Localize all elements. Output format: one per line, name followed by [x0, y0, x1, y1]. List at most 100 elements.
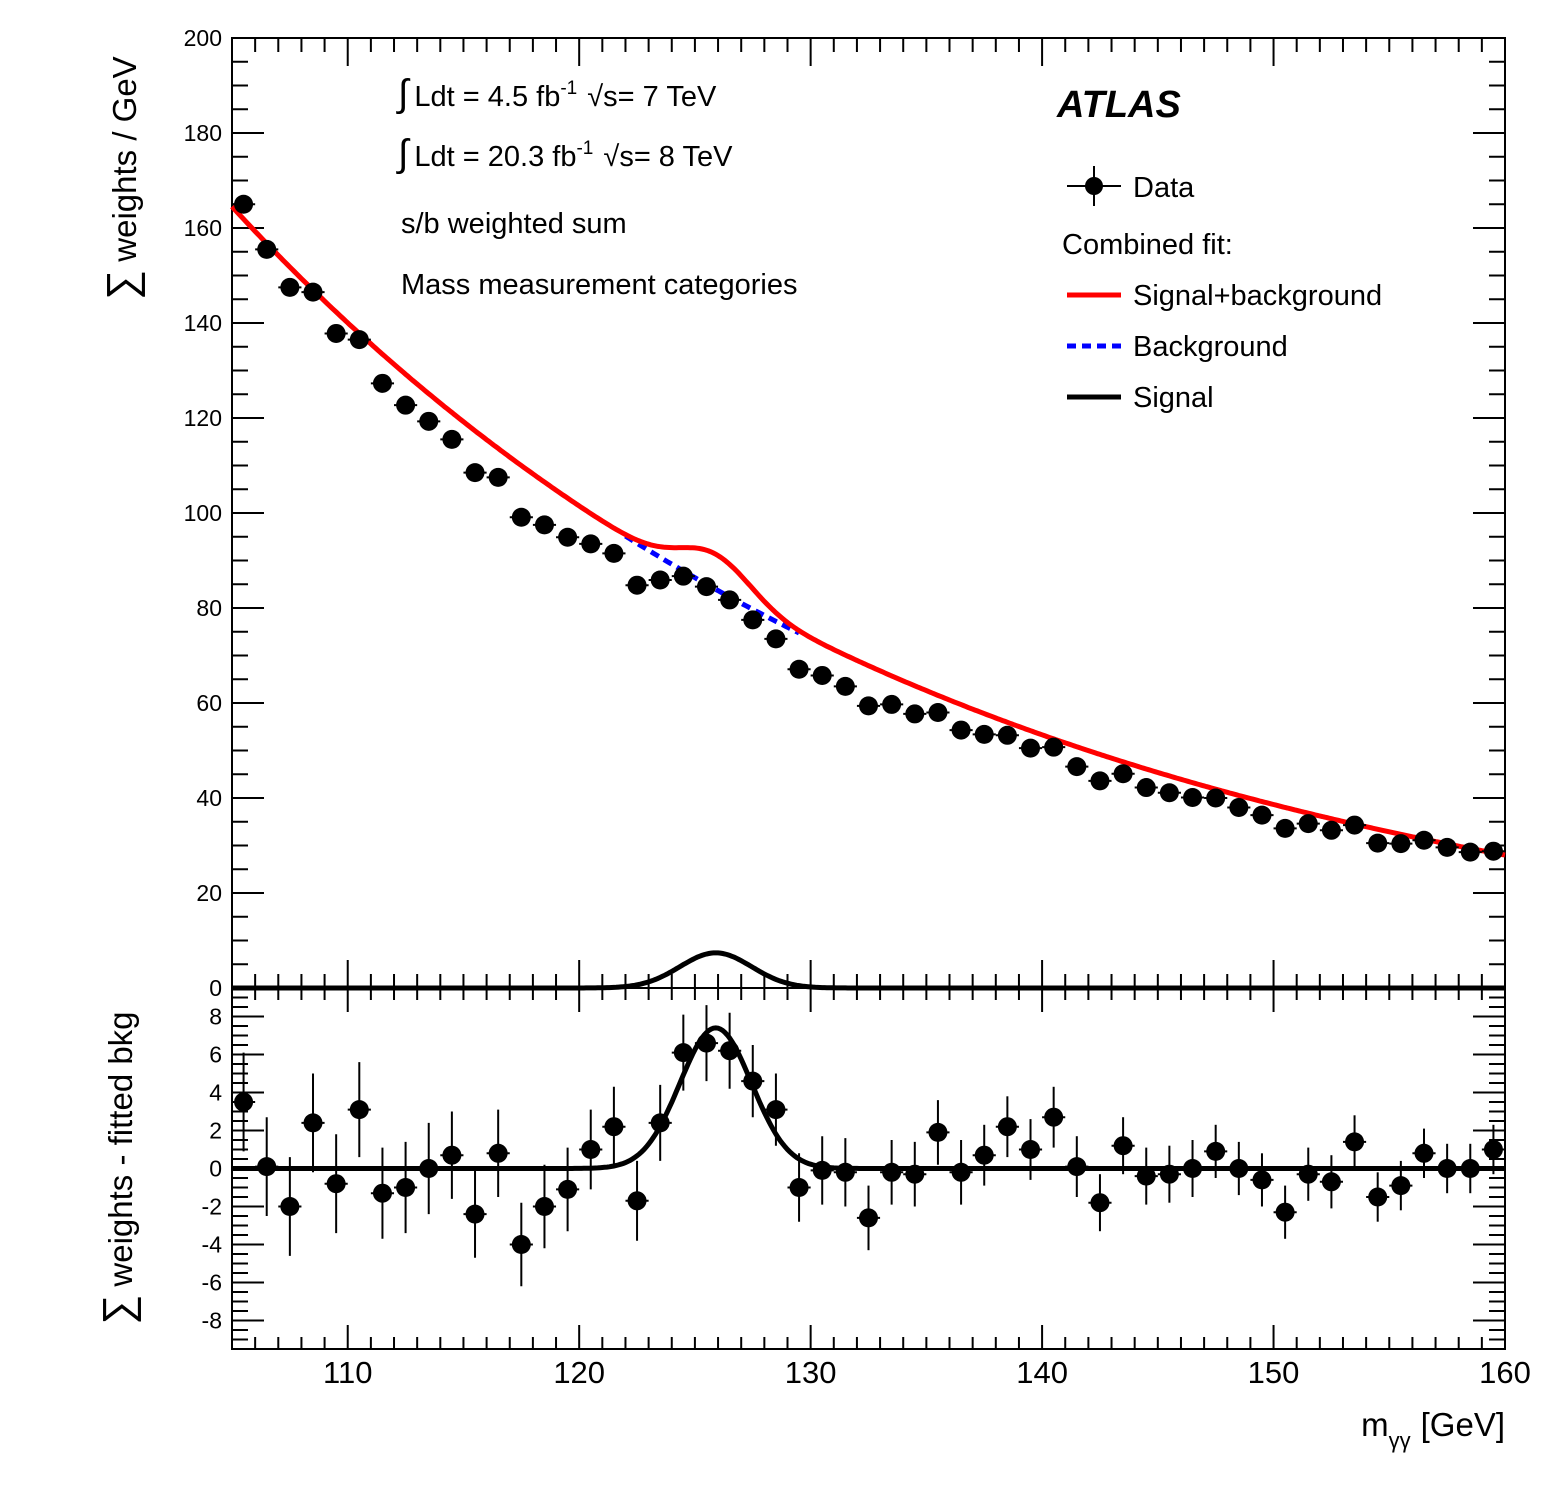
top-data-point-marker: [511, 507, 531, 527]
top-data-point-marker: [1159, 783, 1179, 803]
bottom-data-point: [1319, 1155, 1343, 1209]
top-data-point-marker: [1021, 738, 1041, 758]
bottom-data-point: [833, 1138, 857, 1207]
bottom-data-point-marker: [1206, 1141, 1226, 1161]
bottom-data-point: [1088, 1174, 1112, 1232]
bottom-data-point: [926, 1100, 950, 1165]
bottom-ylabel-sum-symbol: ∑: [94, 1295, 141, 1325]
bottom-data-point: [810, 1136, 834, 1205]
top-data-point-marker: [835, 676, 855, 696]
sqrt-symbol-8: √: [603, 141, 619, 173]
top-data-point-marker: [303, 282, 323, 302]
bottom-data-point: [417, 1122, 441, 1215]
top-data-point: [1250, 805, 1274, 825]
bottom-ylabel-text: weights - fitted bkg: [102, 1011, 139, 1287]
top-data-point: [694, 577, 719, 597]
top-data-point: [486, 467, 510, 487]
bottom-data-point-marker: [1159, 1164, 1179, 1184]
bottom-data-point-marker: [1345, 1132, 1365, 1152]
bottom-data-point-marker: [1437, 1159, 1457, 1178]
top-data-point: [1042, 737, 1066, 757]
bottom-data-point-marker: [303, 1113, 323, 1133]
bottom-data-point-marker: [1391, 1176, 1411, 1196]
bottom-data-point: [509, 1202, 533, 1287]
x-axis-title-unit: [GeV]: [1421, 1406, 1505, 1443]
signal-fit-curve-bottom: [232, 1025, 1505, 1171]
bottom-data-point: [370, 1147, 395, 1239]
top-data-point: [417, 411, 441, 431]
top-data-point-marker: [789, 659, 809, 679]
bottom-data-point-marker: [766, 1100, 786, 1120]
top-data-point: [1204, 788, 1228, 808]
bottom-data-point: [486, 1109, 510, 1197]
top-data-point-marker: [696, 577, 716, 597]
bottom-data-point-marker: [1483, 1140, 1503, 1159]
top-data-point-marker: [1298, 814, 1318, 834]
top-data-point: [1088, 771, 1112, 791]
top-data-point-marker: [1391, 834, 1411, 854]
top-data-point: [671, 566, 695, 586]
bottom-data-point: [1018, 1119, 1043, 1180]
bottom-y-tick-label: 6: [209, 1042, 222, 1068]
top-data-point-marker: [1067, 757, 1087, 777]
bottom-data-point: [995, 1096, 1019, 1158]
top-data-point: [1273, 818, 1297, 838]
bottom-data-point-marker: [1252, 1170, 1272, 1190]
top-data-point: [718, 590, 742, 610]
bottom-data-point: [671, 1014, 695, 1091]
top-y-tick-label: 20: [196, 880, 222, 906]
top-y-tick-label: 60: [196, 690, 222, 716]
top-data-point-marker: [1206, 788, 1226, 808]
bottom-data-point: [648, 1084, 672, 1161]
x-axis-title: mγγ [GeV]: [1361, 1406, 1505, 1453]
bottom-data-point: [1111, 1117, 1135, 1175]
legend-signal-background-label: Signal+background: [1133, 280, 1382, 312]
bottom-data-point-marker: [1275, 1202, 1295, 1222]
lumi-8-post: s= 8 TeV: [619, 141, 733, 173]
bottom-data-point-marker: [604, 1117, 624, 1137]
top-data-point-marker: [1113, 764, 1133, 784]
bottom-data-point-marker: [627, 1191, 647, 1211]
top-data-point: [324, 323, 348, 343]
top-data-point: [764, 629, 788, 649]
bottom-data-point: [1481, 1124, 1505, 1175]
bottom-data-point-marker: [928, 1122, 948, 1142]
bottom-data-point: [394, 1141, 418, 1234]
legend-data-marker: [1067, 166, 1121, 206]
bottom-data-point-marker: [419, 1159, 439, 1178]
top-data-point-marker: [349, 330, 369, 350]
top-data-point-marker: [766, 629, 786, 649]
bottom-data-point-marker: [280, 1197, 300, 1216]
bottom-data-point-marker: [1298, 1164, 1318, 1184]
bottom-data-point-marker: [1414, 1143, 1434, 1163]
bottom-data-point: [324, 1134, 348, 1234]
bottom-data-point: [1458, 1143, 1482, 1194]
top-data-point-marker: [997, 725, 1017, 745]
top-data-point-marker: [581, 534, 601, 554]
bottom-y-tick-label: 8: [209, 1004, 222, 1030]
bottom-data-point: [463, 1170, 487, 1258]
top-data-point: [949, 720, 973, 740]
top-data-point-marker: [743, 610, 763, 630]
top-y-tick-label: 180: [184, 120, 222, 146]
top-y-tick-label: 160: [184, 215, 222, 241]
legend: Data Combined fit: Signal+background Bac…: [1062, 166, 1382, 414]
bottom-data-point: [856, 1185, 881, 1251]
integral-symbol-7: ∫: [396, 73, 411, 115]
top-data-point-marker: [1044, 737, 1064, 757]
bottom-y-tick-label: -2: [202, 1194, 222, 1220]
top-axis-ticks: [231, 37, 1506, 989]
bottom-data-point: [278, 1157, 302, 1256]
top-data-point: [995, 725, 1019, 745]
bottom-y-tick-label: 4: [209, 1080, 222, 1106]
bottom-y-axis-title: ∑ weights - fitted bkg: [94, 1011, 141, 1324]
bottom-data-point: [1412, 1128, 1436, 1178]
top-data-point: [1065, 757, 1089, 777]
top-y-tick-labels: 0 20 40 60 80 100 120 140 160 180 200: [184, 25, 222, 1001]
top-data-point-marker: [1252, 805, 1272, 825]
bottom-data-point: [625, 1160, 649, 1241]
bottom-data-point: [301, 1073, 325, 1173]
bottom-data-points: [232, 1005, 1505, 1287]
bottom-data-point-marker: [789, 1178, 809, 1197]
lumi-8tev-annotation: ∫ Ldt = 20.3 fb-1 √s= 8 TeV: [396, 133, 733, 175]
